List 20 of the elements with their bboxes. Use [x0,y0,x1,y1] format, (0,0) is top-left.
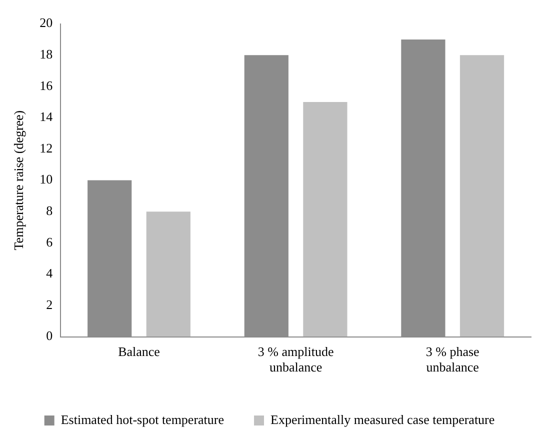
x-tick-label: 3 % phase unbalance [426,344,480,375]
y-tick-label: 8 [46,203,53,218]
legend-label: Estimated hot-spot temperature [60,412,224,427]
bar [460,55,504,337]
y-tick-label: 18 [40,46,53,62]
y-tick-label: 4 [46,266,54,281]
legend-label: Experimentally measured case temperature [270,412,495,427]
y-tick-label: 10 [40,172,53,187]
y-tick-label: 16 [40,78,54,93]
bar [303,102,348,337]
x-tick-label: 3 % amplitude unbalance [258,344,334,375]
y-tick-label: 6 [46,234,54,250]
bar [146,212,190,337]
y-axis-title: Temperature raise (degree) [11,110,26,250]
y-tick-label: 14 [40,109,54,124]
y-tick-label: 0 [46,328,53,344]
x-tick-label: Balance [118,344,160,360]
y-tick-label: 2 [46,296,53,312]
y-tick-label: 12 [40,140,53,156]
y-tick-label: 20 [40,15,53,30]
